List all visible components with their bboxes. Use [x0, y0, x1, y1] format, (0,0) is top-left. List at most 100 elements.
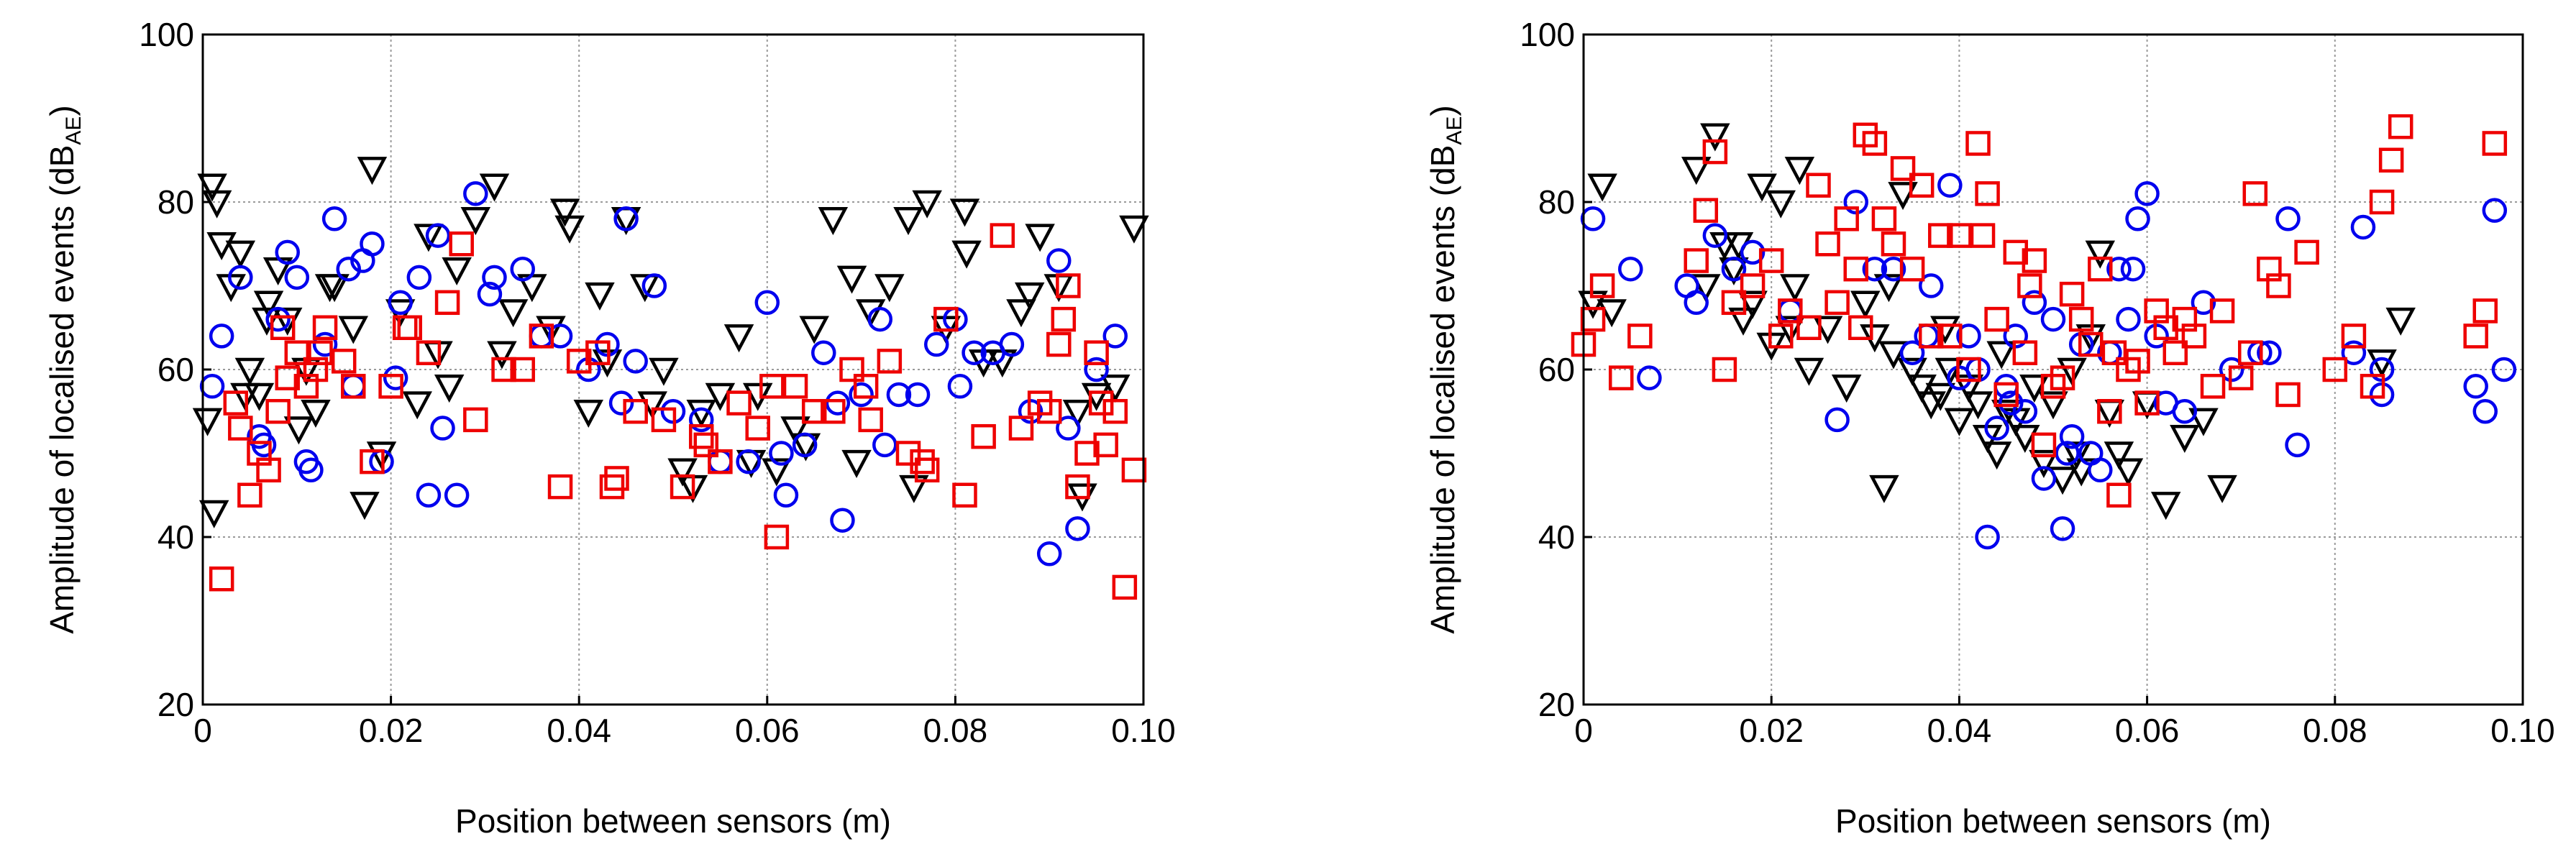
point-circle — [1580, 206, 1606, 231]
point-square — [2275, 382, 2301, 408]
point-circle — [1740, 239, 1766, 265]
point-square — [2050, 365, 2075, 390]
point-triangle — [799, 316, 829, 344]
point-square — [303, 357, 329, 382]
point-triangle — [1963, 391, 1993, 420]
point-square — [2463, 324, 2488, 349]
point-square — [759, 374, 785, 399]
y-tick-label: 100 — [139, 16, 194, 53]
point-square — [1862, 131, 1888, 156]
x-axis-label: Position between sensors (m) — [1835, 802, 2271, 840]
point-triangle — [198, 500, 229, 528]
axis-ticks: 0 0.02 0.04 0.06 0.08 0.10 20 40 60 80 100 — [1520, 16, 2555, 749]
point-circle — [228, 265, 253, 290]
point-square — [1947, 223, 1972, 248]
point-square — [877, 349, 903, 374]
point-triangle — [1986, 341, 2017, 370]
point-circle — [792, 432, 818, 458]
point-triangle — [836, 265, 867, 294]
point-square — [2360, 374, 2385, 399]
point-square — [275, 365, 300, 390]
grid-lines — [203, 35, 1143, 705]
point-circle — [199, 374, 225, 399]
y-axis-label-main: Amplitude of localised events (dB — [1424, 145, 1461, 634]
point-square — [914, 457, 940, 483]
point-triangle — [253, 290, 284, 319]
point-square — [1937, 324, 1963, 349]
point-square — [1956, 357, 1981, 382]
point-square — [623, 399, 648, 424]
point-circle — [623, 349, 648, 374]
point-square — [463, 407, 488, 433]
point-square — [1843, 256, 1868, 282]
point-circle — [2106, 256, 2132, 282]
point-square — [599, 474, 625, 500]
y-axis-label-main: Amplitude of localised events (dB — [43, 145, 81, 634]
point-square — [1909, 173, 1935, 198]
point-square — [237, 482, 262, 508]
x-tick-label: 0.10 — [2490, 712, 2555, 749]
point-square — [2022, 248, 2047, 273]
y-axis-label-close: ) — [1424, 105, 1461, 116]
point-triangle — [723, 324, 754, 353]
point-triangle — [1812, 316, 1843, 344]
point-square — [2125, 349, 2150, 374]
point-square — [2088, 256, 2113, 282]
point-triangle — [899, 474, 929, 503]
point-triangle — [893, 207, 923, 236]
point-circle — [849, 382, 874, 408]
point-triangle — [1100, 375, 1131, 403]
point-triangle — [350, 492, 380, 520]
point-triangle — [1944, 408, 1975, 436]
point-square — [2388, 114, 2413, 139]
point-circle — [1975, 524, 2000, 550]
point-square — [2228, 365, 2254, 390]
point-square — [1740, 273, 1766, 298]
point-square — [1984, 306, 2009, 332]
point-square — [256, 457, 281, 483]
point-triangle — [1737, 290, 1768, 319]
point-circle — [1984, 416, 2009, 441]
point-square — [1806, 173, 1831, 198]
point-circle — [773, 482, 799, 508]
data-points — [1571, 114, 2517, 550]
point-square — [2322, 357, 2348, 382]
point-square — [1084, 340, 1109, 365]
point-square — [228, 416, 253, 441]
point-circle — [2341, 340, 2367, 365]
point-square — [2181, 324, 2207, 349]
y-axis-label: Amplitude of localised events (dBAE) — [1424, 105, 1466, 634]
point-triangle — [2038, 391, 2068, 420]
point-circle — [811, 340, 836, 365]
point-triangle — [949, 198, 980, 227]
point-square — [1796, 315, 1822, 340]
y-tick-label: 80 — [157, 183, 194, 221]
point-circle — [962, 340, 987, 365]
point-triangle — [818, 207, 849, 236]
point-square — [2266, 273, 2291, 298]
x-tick-label: 0 — [193, 712, 212, 749]
point-square — [566, 349, 592, 374]
point-square — [2101, 340, 2127, 365]
point-circle — [2134, 181, 2160, 206]
x-tick-label: 0.02 — [1739, 712, 1804, 749]
y-axis-label: Amplitude of localised events (dBAE) — [43, 105, 86, 634]
point-square — [585, 340, 611, 365]
point-triangle — [1681, 157, 1712, 185]
y-axis-label-close: ) — [43, 105, 81, 116]
point-triangle — [479, 173, 510, 202]
point-triangle — [554, 215, 585, 244]
point-circle — [2012, 399, 2038, 424]
point-triangle — [192, 408, 223, 436]
point-square — [416, 340, 442, 365]
point-circle — [2350, 214, 2376, 240]
point-triangle — [1597, 299, 1627, 328]
point-triangle — [1691, 274, 1721, 303]
point-square — [2017, 273, 2042, 298]
y-axis-label-subscript: AE — [1443, 116, 1466, 145]
chart-right: 0 0.02 0.04 0.06 0.08 0.10 20 40 60 80 100 Positio… — [1424, 16, 2555, 840]
point-square — [821, 399, 846, 424]
y-tick-label: 20 — [157, 686, 194, 723]
point-triangle — [536, 316, 566, 344]
point-square — [2369, 189, 2395, 215]
